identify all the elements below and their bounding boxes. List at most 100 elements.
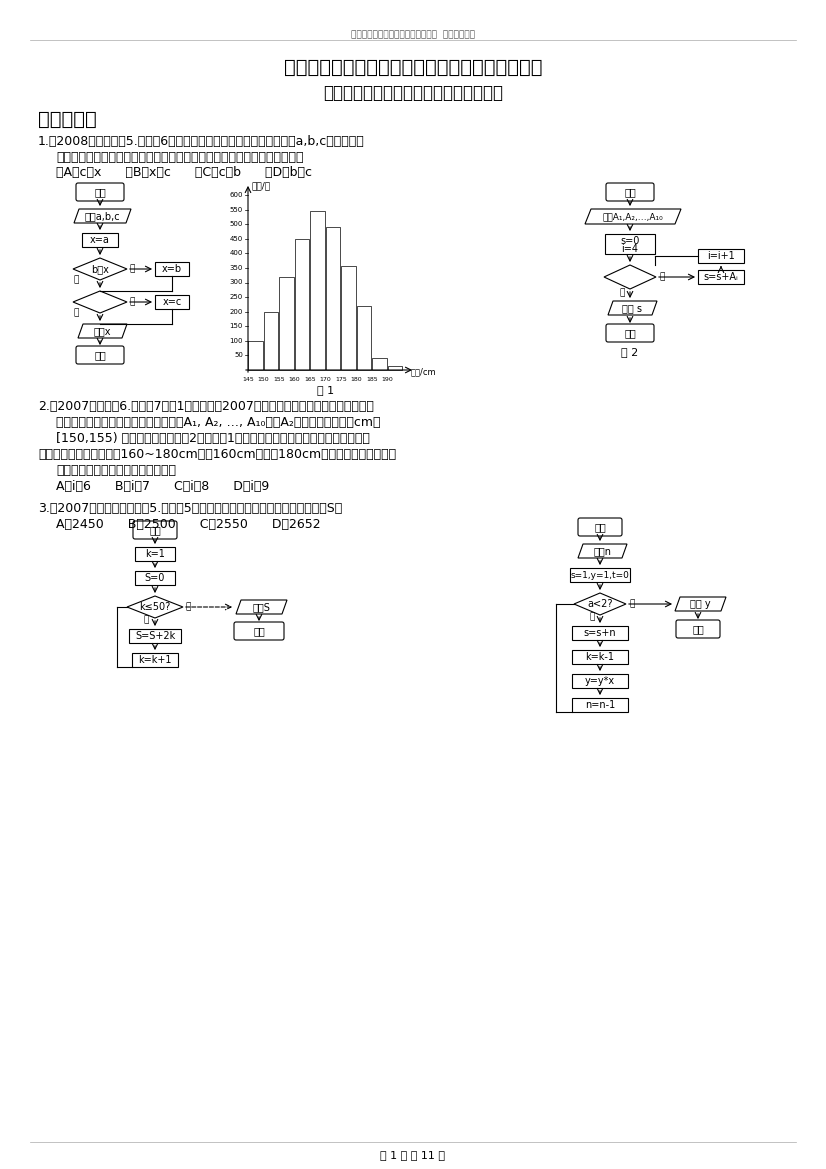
Text: 人数/人: 人数/人 bbox=[251, 181, 270, 191]
Bar bbox=[605, 234, 655, 254]
Text: 结束: 结束 bbox=[692, 624, 704, 634]
Bar bbox=[132, 653, 178, 667]
Text: 图 1: 图 1 bbox=[317, 385, 334, 395]
Text: 3.【2007年海南、宁夏理】5.（文科5）如果执行右面的程序框图，那么输出的S＝: 3.【2007年海南、宁夏理】5.（文科5）如果执行右面的程序框图，那么输出的S… bbox=[38, 502, 342, 516]
Text: 160: 160 bbox=[289, 376, 301, 382]
Bar bbox=[341, 267, 355, 371]
Bar bbox=[570, 568, 630, 582]
Text: 180: 180 bbox=[351, 376, 363, 382]
Text: 否: 否 bbox=[74, 276, 79, 284]
Text: 第 1 页 共 11 页: 第 1 页 共 11 页 bbox=[381, 1150, 445, 1160]
FancyBboxPatch shape bbox=[133, 521, 177, 539]
Bar bbox=[372, 359, 387, 371]
Text: k=1: k=1 bbox=[145, 549, 165, 559]
FancyBboxPatch shape bbox=[676, 620, 720, 638]
Polygon shape bbox=[574, 593, 626, 615]
Bar bbox=[572, 675, 628, 689]
Text: S=S+2k: S=S+2k bbox=[135, 631, 175, 641]
Polygon shape bbox=[74, 209, 131, 223]
Text: 图 2: 图 2 bbox=[621, 347, 638, 357]
Text: 170: 170 bbox=[320, 376, 331, 382]
Text: A．2450      B．2500      C．2550      D．2652: A．2450 B．2500 C．2550 D．2652 bbox=[56, 518, 320, 531]
Text: 结束: 结束 bbox=[94, 350, 106, 360]
Text: 结束: 结束 bbox=[253, 627, 265, 636]
Polygon shape bbox=[236, 600, 287, 614]
Text: 190: 190 bbox=[382, 376, 393, 382]
Text: 150: 150 bbox=[258, 376, 269, 382]
Polygon shape bbox=[78, 324, 127, 338]
Text: i=i+1: i=i+1 bbox=[707, 251, 735, 261]
Bar bbox=[135, 570, 175, 584]
Text: 各省份高考试题、各地高考调研试题集锦: 各省份高考试题、各地高考调研试题集锦 bbox=[323, 84, 503, 102]
Text: 是: 是 bbox=[130, 297, 135, 306]
Text: 这三个数中最大的数，那么在空白的判断框中，应该填入下面四个选项中的: 这三个数中最大的数，那么在空白的判断框中，应该填入下面四个选项中的 bbox=[56, 151, 303, 164]
Text: 2.【2007广东理】6.（文科7）图1是某县参加2007年高考的学生身高条形统计图，从左: 2.【2007广东理】6.（文科7）图1是某县参加2007年高考的学生身高条形统… bbox=[38, 400, 374, 413]
Text: 流程图。现要统计身高在160~180cm（含160cm，不含180cm）的学生人数，那么在: 流程图。现要统计身高在160~180cm（含160cm，不含180cm）的学生人… bbox=[38, 448, 396, 461]
Text: 145: 145 bbox=[242, 376, 254, 382]
Bar bbox=[129, 629, 181, 643]
Text: （A）c＞x      （B）x＞c      （C）c＞b      （D）b＞c: （A）c＞x （B）x＞c （C）c＞b （D）b＞c bbox=[56, 166, 312, 179]
Text: n=n-1: n=n-1 bbox=[585, 700, 615, 710]
Bar bbox=[572, 698, 628, 712]
Text: 开始: 开始 bbox=[594, 523, 606, 532]
Text: 165: 165 bbox=[304, 376, 316, 382]
Bar bbox=[135, 547, 175, 561]
FancyBboxPatch shape bbox=[76, 184, 124, 201]
FancyBboxPatch shape bbox=[578, 518, 622, 537]
Text: 开始: 开始 bbox=[150, 525, 161, 535]
Text: 否: 否 bbox=[185, 602, 190, 611]
Text: i=4: i=4 bbox=[621, 244, 638, 254]
Text: 250: 250 bbox=[230, 295, 243, 300]
Text: 输入A₁,A₂,…,A₁₀: 输入A₁,A₂,…,A₁₀ bbox=[603, 212, 663, 221]
Text: 500: 500 bbox=[230, 221, 243, 227]
Bar bbox=[263, 312, 278, 371]
Text: 开始: 开始 bbox=[94, 187, 106, 198]
Bar bbox=[572, 650, 628, 664]
Text: 450: 450 bbox=[230, 236, 243, 242]
Polygon shape bbox=[73, 291, 127, 313]
FancyBboxPatch shape bbox=[76, 346, 124, 364]
Text: 到右的各条形表示的学生人数依次记为A₁, A₂, …, A₁₀（如A₂表示身高（单位：cm）: 到右的各条形表示的学生人数依次记为A₁, A₂, …, A₁₀（如A₂表示身高（… bbox=[56, 416, 381, 429]
Text: 否: 否 bbox=[620, 289, 625, 297]
Text: 100: 100 bbox=[230, 338, 243, 344]
Bar bbox=[310, 212, 325, 371]
Text: s=1,y=1,t=0: s=1,y=1,t=0 bbox=[571, 570, 629, 580]
Bar bbox=[82, 233, 118, 247]
Text: 是: 是 bbox=[630, 600, 635, 609]
Bar bbox=[279, 277, 293, 371]
Text: 300: 300 bbox=[230, 279, 243, 285]
Text: b＞x: b＞x bbox=[91, 264, 109, 274]
Text: 150: 150 bbox=[230, 324, 243, 330]
Text: 50: 50 bbox=[234, 352, 243, 359]
Text: x=a: x=a bbox=[90, 235, 110, 245]
Bar bbox=[698, 249, 744, 263]
Text: k≤50?: k≤50? bbox=[140, 602, 171, 613]
Polygon shape bbox=[608, 300, 657, 314]
Text: 400: 400 bbox=[230, 250, 243, 256]
Polygon shape bbox=[578, 544, 627, 558]
Text: s=0: s=0 bbox=[620, 236, 639, 245]
Text: 输出x: 输出x bbox=[93, 326, 112, 336]
Text: 身高/cm: 身高/cm bbox=[411, 367, 437, 376]
Text: 是: 是 bbox=[144, 616, 149, 624]
Text: 输出 y: 输出 y bbox=[691, 599, 711, 609]
Text: a<2?: a<2? bbox=[587, 599, 613, 609]
Text: k=k-1: k=k-1 bbox=[586, 652, 615, 662]
Text: 否: 否 bbox=[590, 613, 595, 622]
Text: 输入n: 输入n bbox=[594, 546, 611, 556]
Text: y=y*x: y=y*x bbox=[585, 676, 615, 686]
FancyBboxPatch shape bbox=[234, 622, 284, 639]
Text: 是: 是 bbox=[660, 272, 666, 282]
Text: x=c: x=c bbox=[163, 297, 182, 307]
Text: 数学新课标（人教版）必修三第一章《算法初步》: 数学新课标（人教版）必修三第一章《算法初步》 bbox=[284, 58, 542, 77]
Bar bbox=[325, 227, 340, 371]
Text: k=k+1: k=k+1 bbox=[138, 655, 172, 665]
Polygon shape bbox=[585, 209, 681, 224]
Text: 开始: 开始 bbox=[624, 187, 636, 198]
Text: 流程图中的判断框内应填写的条件是: 流程图中的判断框内应填写的条件是 bbox=[56, 464, 176, 477]
Polygon shape bbox=[675, 597, 726, 611]
Bar bbox=[155, 295, 189, 309]
Text: 155: 155 bbox=[273, 376, 285, 382]
Text: 否: 否 bbox=[74, 309, 79, 318]
Text: 200: 200 bbox=[230, 309, 243, 314]
